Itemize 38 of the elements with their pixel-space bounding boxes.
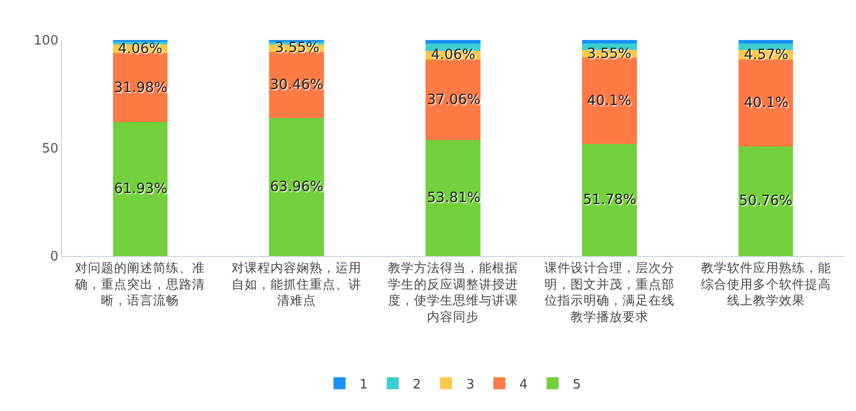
data-label: 4.57%: [744, 47, 788, 63]
data-label: 3.55%: [587, 46, 632, 62]
data-label: 4.06%: [118, 41, 162, 57]
bar: [738, 60, 794, 146]
legend-label: 3: [466, 377, 474, 392]
data-label: 63.96%: [270, 179, 324, 195]
legend-label: 2: [412, 377, 422, 392]
x-tick-label: 教学方法得当，能根据学生的反应调整讲授进度，使学生思维与讲课内容同步: [388, 260, 518, 324]
data-label: 3.55%: [275, 40, 320, 56]
bar: [582, 40, 637, 44]
legend-label: 1: [360, 377, 368, 392]
data-label: 30.46%: [270, 77, 324, 93]
data-label: 40.1%: [744, 95, 788, 111]
bar: [582, 58, 637, 144]
data-label: 61.93%: [114, 181, 168, 197]
bar: [426, 40, 480, 44]
y-tick-label: 50: [42, 142, 58, 157]
data-label: 31.98%: [114, 80, 168, 96]
data-label: 40.1%: [587, 93, 632, 109]
data-label: 4.06%: [431, 47, 476, 63]
bar: [426, 140, 480, 256]
y-tick-label: 0: [50, 250, 58, 265]
x-tick-label: 教学软件应用熟练，能综合使用多个软件提高线上教学效果: [700, 260, 831, 308]
x-tick-label: 对课程内容娴熟，运用自如，能抓住重点、讲清难点: [232, 260, 362, 308]
x-tick-label: 课件设计合理，层次分明，图文并茂，重点部位指示明确，满足在线教学播放要求: [544, 260, 674, 324]
data-label: 37.06%: [427, 92, 480, 108]
bar: [738, 40, 794, 44]
x-tick-label: 对问题的阐述简练、准确，重点突出，思路清晰，语言流畅: [74, 260, 206, 308]
bar: [738, 146, 794, 256]
data-label: 51.78%: [583, 192, 636, 208]
data-label: 50.76%: [739, 193, 792, 209]
bar: [269, 118, 324, 256]
bar: [112, 122, 168, 256]
legend-label: 5: [572, 377, 581, 392]
bar: [582, 144, 637, 256]
legend-label: 4: [519, 377, 528, 392]
data-label: 53.81%: [427, 190, 480, 206]
y-tick-label: 100: [34, 34, 58, 49]
